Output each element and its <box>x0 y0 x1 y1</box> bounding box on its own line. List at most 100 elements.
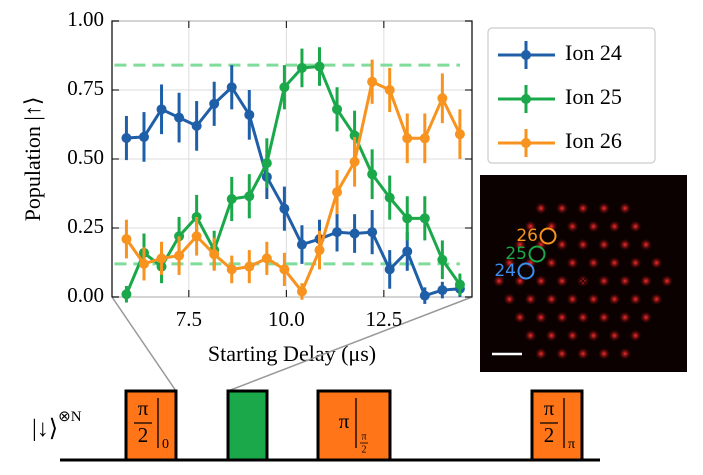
data-point <box>244 261 255 272</box>
pulse-phase: π <box>361 431 366 442</box>
data-point <box>209 249 220 260</box>
pulse <box>226 389 269 462</box>
data-point <box>174 112 185 123</box>
data-point <box>367 169 378 180</box>
data-point <box>296 239 307 250</box>
data-point <box>209 98 220 109</box>
data-point <box>419 290 430 301</box>
ion <box>598 347 610 360</box>
ion <box>524 220 537 233</box>
ion <box>619 311 631 324</box>
ion-label: 25 <box>505 244 527 264</box>
ion <box>545 293 558 306</box>
data-point <box>226 264 237 275</box>
data-point <box>279 82 290 93</box>
pulse-denominator: 2 <box>544 423 555 447</box>
data-point <box>138 131 149 142</box>
ion <box>619 238 631 251</box>
y-tick-label: 0.50 <box>67 145 104 169</box>
ion <box>587 220 600 233</box>
ion <box>598 311 610 324</box>
ion <box>556 275 568 287</box>
data-point <box>138 258 149 269</box>
data-point <box>191 120 202 131</box>
data-point <box>454 129 465 140</box>
ion <box>545 220 558 233</box>
y-axis-label: Population |↑⟩ <box>20 97 45 222</box>
ion <box>535 311 547 324</box>
state: |↓⟩ <box>32 416 58 442</box>
ion <box>524 293 537 306</box>
ion <box>640 311 652 324</box>
ion <box>493 275 505 287</box>
ion <box>629 293 642 306</box>
data-point <box>437 285 448 296</box>
pulse-phase: π <box>568 437 575 452</box>
data-point <box>226 82 237 93</box>
x-tick-label: 12.5 <box>365 307 402 331</box>
data-point <box>296 62 307 73</box>
ion <box>545 329 558 342</box>
ion <box>535 275 547 287</box>
x-axis-label: Starting Delay (μs) <box>208 341 376 366</box>
ion <box>535 347 547 360</box>
data-point <box>314 61 325 72</box>
data-point <box>244 191 255 202</box>
pulse-symbol: π <box>339 409 350 433</box>
ion <box>608 329 621 342</box>
ion <box>587 329 600 342</box>
data-point <box>419 213 430 224</box>
x-tick-label: 10.0 <box>268 307 305 331</box>
ion-label: 26 <box>516 226 538 246</box>
ion <box>535 202 547 215</box>
data-point <box>384 85 395 95</box>
ion <box>619 347 631 360</box>
data-point <box>437 93 448 104</box>
pulse <box>316 389 392 462</box>
ion <box>629 220 642 233</box>
ion <box>598 202 610 215</box>
data-point <box>314 245 325 256</box>
ion <box>556 238 568 251</box>
data-point <box>332 104 343 115</box>
data-point <box>402 213 413 224</box>
ion <box>598 238 610 251</box>
legend-marker <box>521 94 531 104</box>
data-point <box>121 234 132 245</box>
ion-marker <box>528 245 546 263</box>
ion <box>566 220 579 233</box>
ion <box>566 329 579 342</box>
ion <box>629 256 642 269</box>
data-point <box>437 254 448 265</box>
data-point <box>332 187 343 198</box>
ion <box>640 238 652 251</box>
ion <box>514 238 526 251</box>
data-point <box>174 250 185 261</box>
ion <box>503 293 516 306</box>
zoom-line <box>111 296 177 392</box>
ion <box>577 275 589 287</box>
state-label: |↓⟩⊗N <box>32 409 82 441</box>
data-point <box>384 264 395 275</box>
ion <box>650 293 663 306</box>
data-point <box>384 192 395 203</box>
ion <box>577 238 589 251</box>
y-tick-label: 1.00 <box>67 7 104 31</box>
pulse <box>530 389 584 462</box>
data-point <box>367 227 378 238</box>
ion <box>514 311 526 324</box>
pulse <box>124 389 178 462</box>
data-point <box>402 133 413 144</box>
ion <box>545 256 558 269</box>
ion <box>598 275 610 287</box>
ion <box>566 256 579 269</box>
ion <box>608 256 621 269</box>
ion <box>503 256 516 269</box>
legend-label: Ion 25 <box>565 84 622 109</box>
x-tick-label: 7.5 <box>176 307 202 331</box>
ion <box>587 293 600 306</box>
legend-marker <box>521 138 531 148</box>
ion <box>629 329 642 342</box>
ion <box>556 202 568 215</box>
ion <box>566 293 579 306</box>
